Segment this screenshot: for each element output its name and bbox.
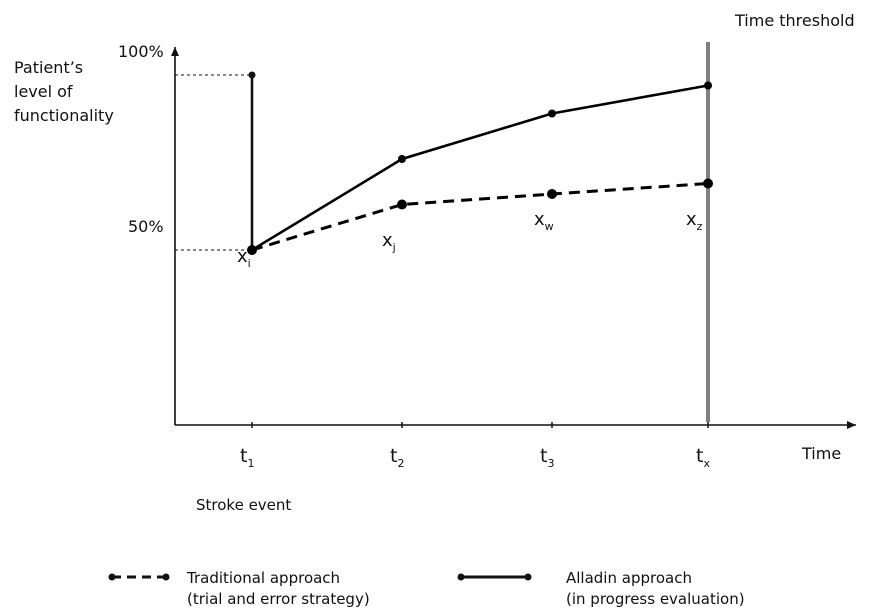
legend-traditional-sublabel: (trial and error strategy) [187,590,370,608]
legend-alladin-sublabel: (in progress evaluation) [566,590,745,608]
chart-marks: t1 t2 t3 tx xi xj xw xz [175,42,713,470]
data-point [398,155,406,163]
data-point [397,199,407,210]
legend-traditional-marker [162,573,170,581]
stroke-event-label: Stroke event [196,496,291,514]
y-tick-label: 50% [128,217,164,236]
legend-traditional-marker [108,573,116,581]
x-tick-label: t3 [540,445,554,470]
legend-alladin-marker [457,573,465,581]
point-label: xi [237,246,251,270]
data-point [248,246,256,254]
y-axis-title-line: functionality [14,106,114,125]
point-label: xj [382,230,396,254]
data-point [547,189,557,199]
recovery-jump-point [248,71,256,79]
point-label: xw [534,209,554,233]
series-line-traditional [251,182,709,252]
legend: Traditional approach (trial and error st… [108,569,745,608]
x-tick-label: t2 [390,445,404,470]
y-tick-label: 100% [118,42,164,61]
x-tick-label: t1 [240,445,254,470]
y-axis-title: Patient’s level of functionality [14,58,114,125]
legend-alladin-marker [524,573,532,581]
series-line-alladin [251,84,709,252]
y-axis-title-line: Patient’s [14,58,83,77]
data-point [703,178,713,189]
x-tick-label: tx [696,445,710,470]
data-point [704,81,712,90]
x-axis-title: Time [801,444,841,463]
data-point [548,109,556,118]
threshold-label: Time threshold [734,11,855,30]
legend-traditional-label: Traditional approach [186,569,340,587]
y-axis-title-line: level of [14,82,73,101]
point-label: xz [686,209,703,233]
legend-alladin-label: Alladin approach [566,569,692,587]
